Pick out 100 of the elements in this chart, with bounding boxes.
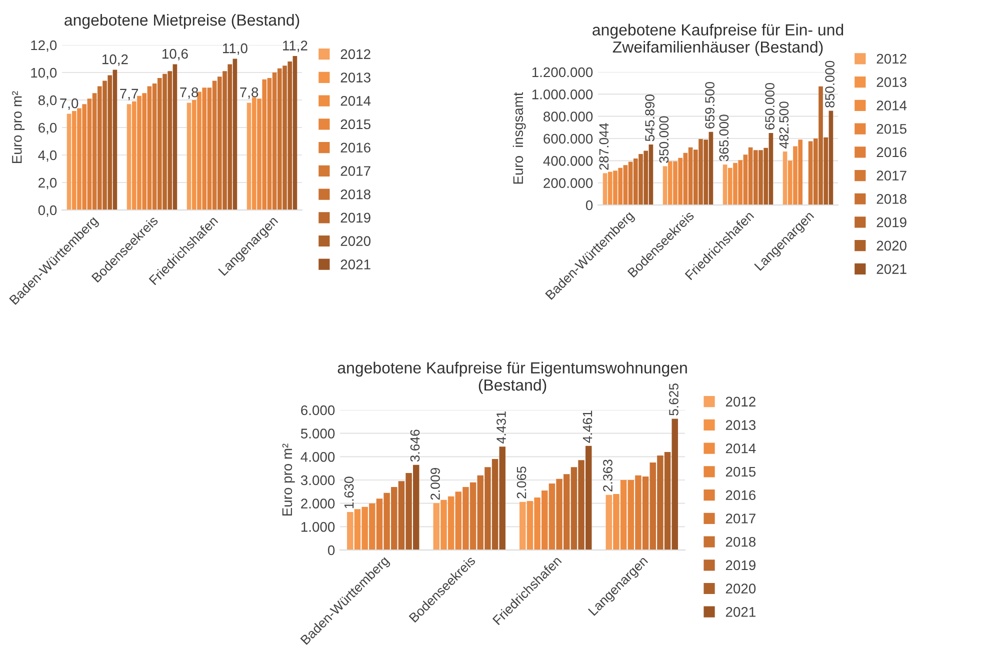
- data-label: 1.630: [344, 476, 354, 508]
- bar: [578, 460, 584, 550]
- legend-label: 2021: [876, 264, 906, 274]
- legend-label: 2018: [876, 194, 906, 204]
- data-label: 2.065: [516, 466, 526, 498]
- bar: [586, 446, 592, 550]
- y-tick-label: 6,0: [38, 122, 57, 134]
- legend-label: 2017: [876, 170, 906, 181]
- y-tick-label: 1.000.000: [532, 90, 593, 100]
- y-tick-label: 4,0: [38, 150, 57, 162]
- legend-label: 2015: [876, 124, 906, 134]
- legend-label: 2016: [876, 147, 906, 158]
- data-label: 482.500: [779, 102, 789, 148]
- bar: [433, 503, 440, 550]
- bar: [398, 481, 405, 550]
- y-tick-label: 2,0: [38, 178, 57, 190]
- data-label: 659.500: [705, 82, 714, 128]
- bar: [499, 446, 506, 550]
- bar: [644, 150, 648, 205]
- y-tick-label: 3.000: [300, 475, 335, 486]
- bar: [228, 64, 232, 210]
- legend-label: 2014: [726, 443, 756, 454]
- bar: [764, 148, 768, 205]
- bar: [246, 102, 252, 210]
- bar: [288, 62, 292, 210]
- data-label: 365.000: [719, 114, 729, 162]
- bar: [492, 459, 498, 550]
- legend-label: 2012: [726, 396, 756, 407]
- legend-label: 2019: [876, 217, 906, 228]
- data-label: 11,0: [223, 43, 248, 55]
- legend-label: 2019: [726, 560, 756, 570]
- y-tick-label: 200.000: [544, 178, 593, 188]
- legend-label: 2015: [726, 466, 756, 477]
- y-axis-title: Euro insgsamt: [512, 92, 526, 184]
- bar: [232, 58, 238, 210]
- bar: [828, 110, 834, 205]
- y-tick-label: 1.000: [301, 522, 335, 532]
- y-tick-label: 6.000: [301, 405, 335, 416]
- data-label: 3.646: [410, 430, 420, 462]
- bar: [222, 71, 227, 210]
- data-label: 650.000: [765, 83, 774, 130]
- bar: [292, 56, 298, 210]
- legend-label: 2019: [340, 212, 370, 223]
- bar: [708, 132, 714, 205]
- bar: [162, 74, 167, 210]
- bar: [112, 70, 118, 210]
- bar: [638, 154, 643, 205]
- y-tick-label: 4.000: [300, 452, 335, 462]
- bar: [570, 467, 578, 550]
- y-tick-label: 400.000: [543, 156, 593, 166]
- data-label: 10,2: [102, 54, 128, 66]
- legend-label: 2015: [340, 119, 370, 130]
- bar: [672, 418, 678, 550]
- legend-label: 2020: [340, 236, 370, 246]
- legend-label: 2021: [340, 260, 370, 270]
- data-label: 7,7: [120, 88, 138, 100]
- y-tick-label: 0,0: [38, 205, 57, 217]
- legend-label: 2020: [726, 584, 756, 594]
- data-label: 850.000: [825, 60, 834, 108]
- y-tick-label: 1.200.000: [532, 67, 593, 78]
- data-label: 7,0: [60, 98, 78, 110]
- bar: [782, 152, 788, 205]
- bar: [484, 467, 491, 550]
- data-label: 287.044: [599, 123, 609, 170]
- data-label: 7,8: [180, 87, 198, 99]
- data-label: 350.000: [659, 116, 669, 163]
- data-label: 7,8: [240, 87, 258, 99]
- y-tick-label: 5.000: [300, 428, 335, 439]
- bar: [648, 144, 654, 205]
- chart-title: angebotene Mietpreise (Bestand): [64, 14, 300, 29]
- data-label: 11,2: [283, 40, 308, 52]
- bar: [66, 114, 72, 210]
- data-label: 2.363: [603, 460, 612, 492]
- data-label: 4.431: [496, 411, 506, 444]
- y-tick-label: 12,0: [31, 40, 57, 52]
- data-label: 10,6: [162, 48, 188, 60]
- bar: [172, 64, 178, 210]
- y-tick-label: 0: [586, 200, 593, 210]
- bar: [102, 80, 107, 210]
- bar: [606, 494, 612, 550]
- legend-label: 2016: [340, 142, 370, 153]
- y-tick-label: 10,0: [31, 68, 57, 80]
- y-tick-label: 600.000: [544, 134, 593, 144]
- legend-label: 2017: [726, 514, 756, 524]
- bar: [108, 75, 112, 210]
- legend-label: 2012: [876, 54, 906, 64]
- bar: [824, 137, 828, 205]
- y-axis-title: Euro pro m²: [282, 444, 295, 516]
- bar: [413, 464, 420, 550]
- bar: [722, 164, 728, 205]
- y-tick-label: 800.000: [544, 112, 593, 122]
- legend-label: 2017: [340, 166, 370, 176]
- legend-label: 2018: [726, 536, 756, 547]
- bar: [520, 502, 526, 550]
- y-tick-label: 8,0: [38, 95, 57, 107]
- legend-label: 2013: [340, 72, 370, 82]
- legend-label: 2021: [726, 607, 756, 617]
- bar: [282, 66, 287, 210]
- bar: [126, 104, 132, 210]
- data-label: 5.625: [669, 384, 678, 416]
